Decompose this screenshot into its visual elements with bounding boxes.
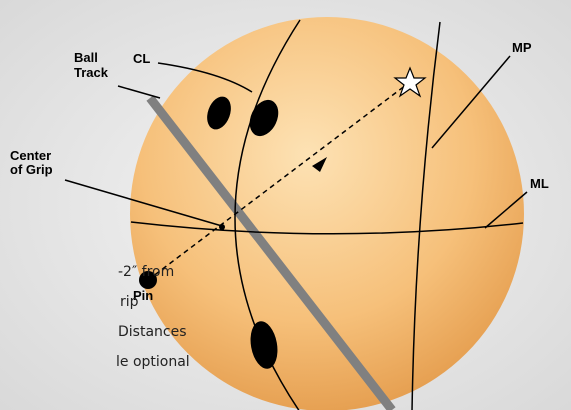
leader-ml (484, 191, 528, 229)
label: Ball (74, 50, 98, 65)
side-text: -2″ from (118, 264, 174, 280)
finger-hole (249, 99, 279, 137)
leader-track (117, 85, 161, 99)
ball-track (146, 95, 396, 410)
leader-cl (157, 62, 253, 93)
label: Track (74, 65, 109, 80)
label: of Grip (10, 162, 53, 177)
label: ML (530, 176, 549, 191)
grip-center (219, 224, 225, 230)
side-text: Distances (118, 324, 187, 340)
label: MP (512, 40, 532, 55)
star (393, 66, 427, 98)
dashed-line (147, 81, 411, 281)
side-text: le optional (116, 354, 190, 370)
ball (130, 17, 524, 410)
pin-dot (139, 271, 157, 289)
thumb-hole (250, 321, 278, 369)
side-text: rip (120, 294, 139, 310)
finger-hole (207, 96, 231, 130)
leader-grip (64, 179, 223, 227)
label: Pin (133, 288, 153, 303)
label: Center (10, 148, 51, 163)
ball-lines (64, 19, 528, 410)
leader-mp (431, 55, 511, 149)
ml-line (130, 221, 524, 235)
label: CL (133, 51, 150, 66)
arrow-head (312, 157, 327, 172)
mp-line (411, 21, 441, 410)
